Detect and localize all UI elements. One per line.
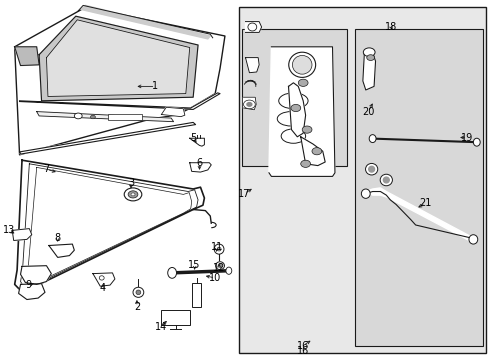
Circle shape (300, 160, 310, 167)
Polygon shape (300, 137, 325, 166)
Ellipse shape (247, 23, 256, 31)
Text: 14: 14 (155, 322, 167, 332)
Text: 19: 19 (460, 132, 472, 143)
Polygon shape (365, 188, 474, 242)
Text: 16: 16 (296, 346, 309, 356)
Ellipse shape (218, 264, 222, 267)
Ellipse shape (472, 138, 479, 146)
Ellipse shape (383, 177, 388, 183)
Bar (238, 7, 485, 353)
Circle shape (131, 193, 135, 196)
Circle shape (290, 104, 300, 112)
Text: 4: 4 (100, 283, 105, 293)
Polygon shape (49, 244, 74, 257)
Text: 5: 5 (190, 132, 196, 143)
Polygon shape (93, 273, 115, 286)
Bar (354, 29, 482, 346)
Ellipse shape (225, 267, 231, 274)
Polygon shape (20, 122, 195, 154)
Polygon shape (245, 58, 259, 73)
Ellipse shape (361, 189, 369, 198)
Polygon shape (46, 20, 189, 96)
Ellipse shape (365, 163, 377, 175)
Circle shape (128, 191, 138, 198)
Polygon shape (362, 52, 375, 90)
Polygon shape (189, 138, 204, 146)
Polygon shape (20, 93, 220, 109)
Ellipse shape (217, 247, 221, 251)
Polygon shape (189, 163, 211, 172)
Polygon shape (288, 83, 305, 137)
Circle shape (298, 79, 307, 86)
Bar (107, 114, 142, 120)
Ellipse shape (368, 166, 374, 172)
Bar (242, 29, 346, 166)
Ellipse shape (288, 52, 315, 77)
Text: 16: 16 (296, 341, 309, 351)
Text: 3: 3 (128, 178, 134, 188)
Ellipse shape (99, 276, 104, 280)
Ellipse shape (468, 235, 477, 244)
Ellipse shape (167, 267, 176, 278)
Circle shape (124, 188, 142, 201)
Bar (191, 283, 201, 307)
Text: 6: 6 (196, 158, 202, 168)
Polygon shape (15, 160, 204, 289)
Polygon shape (37, 112, 173, 122)
Circle shape (90, 115, 95, 119)
Polygon shape (15, 47, 39, 66)
Ellipse shape (380, 174, 391, 186)
Ellipse shape (278, 93, 307, 109)
Circle shape (363, 48, 374, 57)
Bar (161, 310, 189, 325)
Text: 11: 11 (210, 242, 223, 252)
Polygon shape (15, 7, 224, 155)
Ellipse shape (133, 287, 143, 297)
Circle shape (311, 148, 321, 155)
Polygon shape (268, 47, 334, 176)
Text: 12: 12 (212, 263, 225, 273)
Circle shape (366, 55, 374, 60)
Text: 7: 7 (43, 164, 49, 174)
Text: 18: 18 (384, 22, 397, 32)
Polygon shape (19, 284, 45, 300)
Text: 9: 9 (25, 280, 31, 290)
Text: 15: 15 (188, 260, 201, 270)
Ellipse shape (277, 112, 304, 126)
Polygon shape (39, 16, 198, 101)
Ellipse shape (136, 290, 141, 294)
Ellipse shape (292, 55, 311, 74)
Text: 20: 20 (361, 107, 374, 117)
Text: 10: 10 (208, 273, 221, 283)
Ellipse shape (214, 244, 224, 254)
Polygon shape (245, 22, 261, 32)
Circle shape (302, 126, 311, 133)
Ellipse shape (281, 129, 305, 143)
Ellipse shape (215, 262, 224, 270)
Ellipse shape (368, 135, 375, 143)
Text: 1: 1 (152, 81, 158, 91)
Text: 13: 13 (2, 225, 15, 235)
Text: 8: 8 (55, 233, 61, 243)
Polygon shape (20, 266, 51, 284)
Text: 21: 21 (418, 198, 431, 208)
Circle shape (74, 113, 82, 119)
Polygon shape (12, 229, 32, 240)
Text: 17: 17 (238, 189, 250, 199)
Circle shape (246, 103, 251, 106)
Polygon shape (243, 97, 256, 110)
Polygon shape (81, 5, 210, 39)
Polygon shape (161, 107, 184, 117)
Circle shape (243, 100, 255, 109)
Text: 2: 2 (134, 302, 140, 312)
